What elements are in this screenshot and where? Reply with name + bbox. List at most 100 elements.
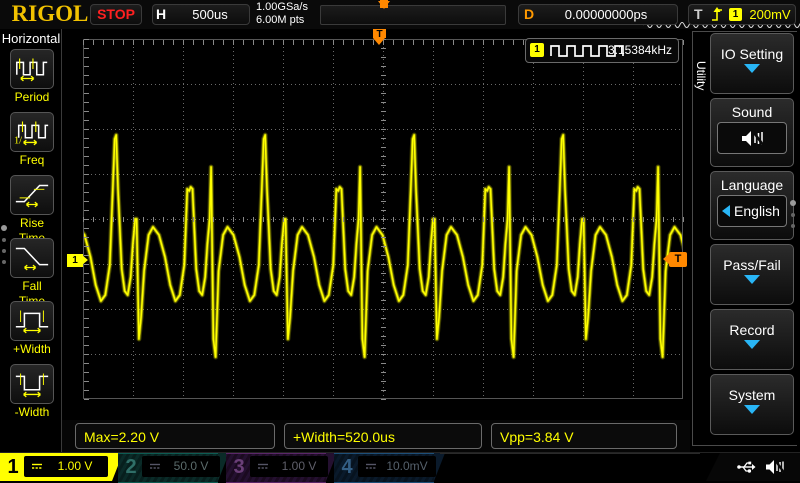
axis-tick xyxy=(523,40,524,45)
axis-tick xyxy=(84,282,89,283)
left-menu-scroll-dots[interactable] xyxy=(1,225,10,271)
axis-tick xyxy=(123,217,124,222)
axis-tick xyxy=(84,174,89,175)
axis-tick xyxy=(223,217,224,222)
axis-tick xyxy=(213,217,214,222)
channel-4-scale: 10.0mV xyxy=(386,459,428,473)
axis-tick xyxy=(463,217,464,222)
delay-label: D xyxy=(524,6,535,22)
axis-tick xyxy=(84,300,89,301)
channel-2-scale: 50.0 V xyxy=(173,459,209,473)
axis-tick xyxy=(84,192,89,193)
axis-tick xyxy=(84,237,89,238)
axis-tick xyxy=(423,217,424,222)
rise-time-icon xyxy=(10,175,54,215)
axis-tick xyxy=(513,40,514,45)
measurement-vpp[interactable]: Vpp=3.84 V xyxy=(491,423,677,449)
utility-item-pass-fail[interactable]: Pass/Fail xyxy=(710,244,794,305)
chevron-down-icon xyxy=(744,275,760,284)
axis-tick xyxy=(84,138,89,139)
measure-item-period[interactable]: Period xyxy=(8,49,56,105)
axis-tick xyxy=(93,40,94,45)
axis-tick xyxy=(393,217,394,222)
frequency-counter[interactable]: 1 3.15384kHz xyxy=(525,38,679,63)
axis-tick xyxy=(453,40,454,45)
axis-tick xyxy=(233,40,234,45)
axis-tick xyxy=(223,40,224,45)
measure-item-fall-time[interactable]: Fall Time xyxy=(8,238,56,309)
measure-item-rise-time[interactable]: Rise Time xyxy=(8,175,56,246)
utility-item-label: Pass/Fail xyxy=(723,257,781,273)
axis-tick xyxy=(84,129,89,130)
axis-tick xyxy=(84,120,89,121)
axis-tick xyxy=(381,219,386,220)
top-status-bar: RIGOL STOP H 500us 1.00GSa/s 6.00M pts D… xyxy=(0,0,800,30)
bottom-channel-bar: 1 1.00 V 2 50.0 V 3 xyxy=(0,452,800,483)
delay-box[interactable] xyxy=(518,4,678,25)
axis-tick xyxy=(84,318,89,319)
status-area xyxy=(720,453,800,481)
language-value-box[interactable]: English xyxy=(717,195,787,227)
measure-item-negative-width[interactable]: -Width xyxy=(8,364,56,420)
axis-tick xyxy=(381,273,386,274)
measure-item-freq[interactable]: 1/ Freq xyxy=(8,112,56,168)
axis-tick xyxy=(363,217,364,222)
dc-coupling-icon xyxy=(150,463,160,469)
axis-tick xyxy=(273,217,274,222)
chevron-down-icon xyxy=(744,340,760,349)
axis-tick xyxy=(103,217,104,222)
utility-item-sound[interactable]: Sound xyxy=(710,98,794,167)
axis-tick xyxy=(153,217,154,222)
trigger-level-marker[interactable]: T xyxy=(669,252,687,267)
utility-item-language[interactable]: Language English xyxy=(710,171,794,240)
axis-tick xyxy=(173,217,174,222)
axis-tick xyxy=(84,111,89,112)
channel-2-number: 2 xyxy=(125,456,137,478)
axis-tick xyxy=(84,147,89,148)
axis-tick xyxy=(381,156,386,157)
left-menu-title: Horizontal xyxy=(1,31,61,46)
axis-tick xyxy=(84,210,89,211)
axis-tick xyxy=(84,309,89,310)
run-stop-button[interactable] xyxy=(90,4,142,25)
delay-value: 0.00000000ps xyxy=(564,7,648,22)
utility-item-record[interactable]: Record xyxy=(710,309,794,370)
utility-item-system[interactable]: System xyxy=(710,374,794,435)
axis-tick xyxy=(433,217,434,222)
axis-tick xyxy=(403,40,404,45)
axis-tick xyxy=(133,40,134,45)
measure-item-positive-width[interactable]: +Width xyxy=(8,301,56,357)
axis-tick xyxy=(381,75,386,76)
axis-tick xyxy=(113,40,114,45)
axis-tick xyxy=(84,219,89,220)
channel-1-ground-marker[interactable]: 1 xyxy=(67,254,83,267)
square-pulse-train-icon xyxy=(550,45,624,57)
axis-tick xyxy=(84,201,89,202)
axis-tick xyxy=(83,217,84,222)
axis-tick xyxy=(143,217,144,222)
axis-tick xyxy=(143,40,144,45)
channel-1-scale: 1.00 V xyxy=(57,459,93,473)
measurement-max[interactable]: Max=2.20 V xyxy=(75,423,275,449)
axis-tick xyxy=(381,120,386,121)
axis-tick xyxy=(663,217,664,222)
right-menu-scroll-dots[interactable] xyxy=(790,200,799,235)
axis-tick xyxy=(84,327,89,328)
frequency-counter-channel: 1 xyxy=(530,43,544,57)
trigger-label: T xyxy=(694,6,703,22)
sound-value-box[interactable] xyxy=(717,122,787,154)
horizontal-label: H xyxy=(156,6,167,22)
measurement-positive-width[interactable]: +Width=520.0us xyxy=(284,423,482,449)
axis-tick xyxy=(381,309,386,310)
trigger-position-marker[interactable] xyxy=(373,29,386,38)
axis-tick xyxy=(381,291,386,292)
axis-tick xyxy=(263,217,264,222)
axis-tick xyxy=(463,40,464,45)
utility-item-io-setting[interactable]: IO Setting xyxy=(710,33,794,94)
horizontal-scale-box[interactable] xyxy=(152,4,250,25)
sample-rate-value: 1.00GSa/s xyxy=(256,1,308,13)
frequency-counter-value: 3.15384kHz xyxy=(607,43,672,57)
waveform-navigator[interactable] xyxy=(320,5,800,28)
axis-tick xyxy=(381,102,386,103)
waveform-display-area[interactable]: 1 3.15384kHz 1 T T xyxy=(62,29,690,420)
